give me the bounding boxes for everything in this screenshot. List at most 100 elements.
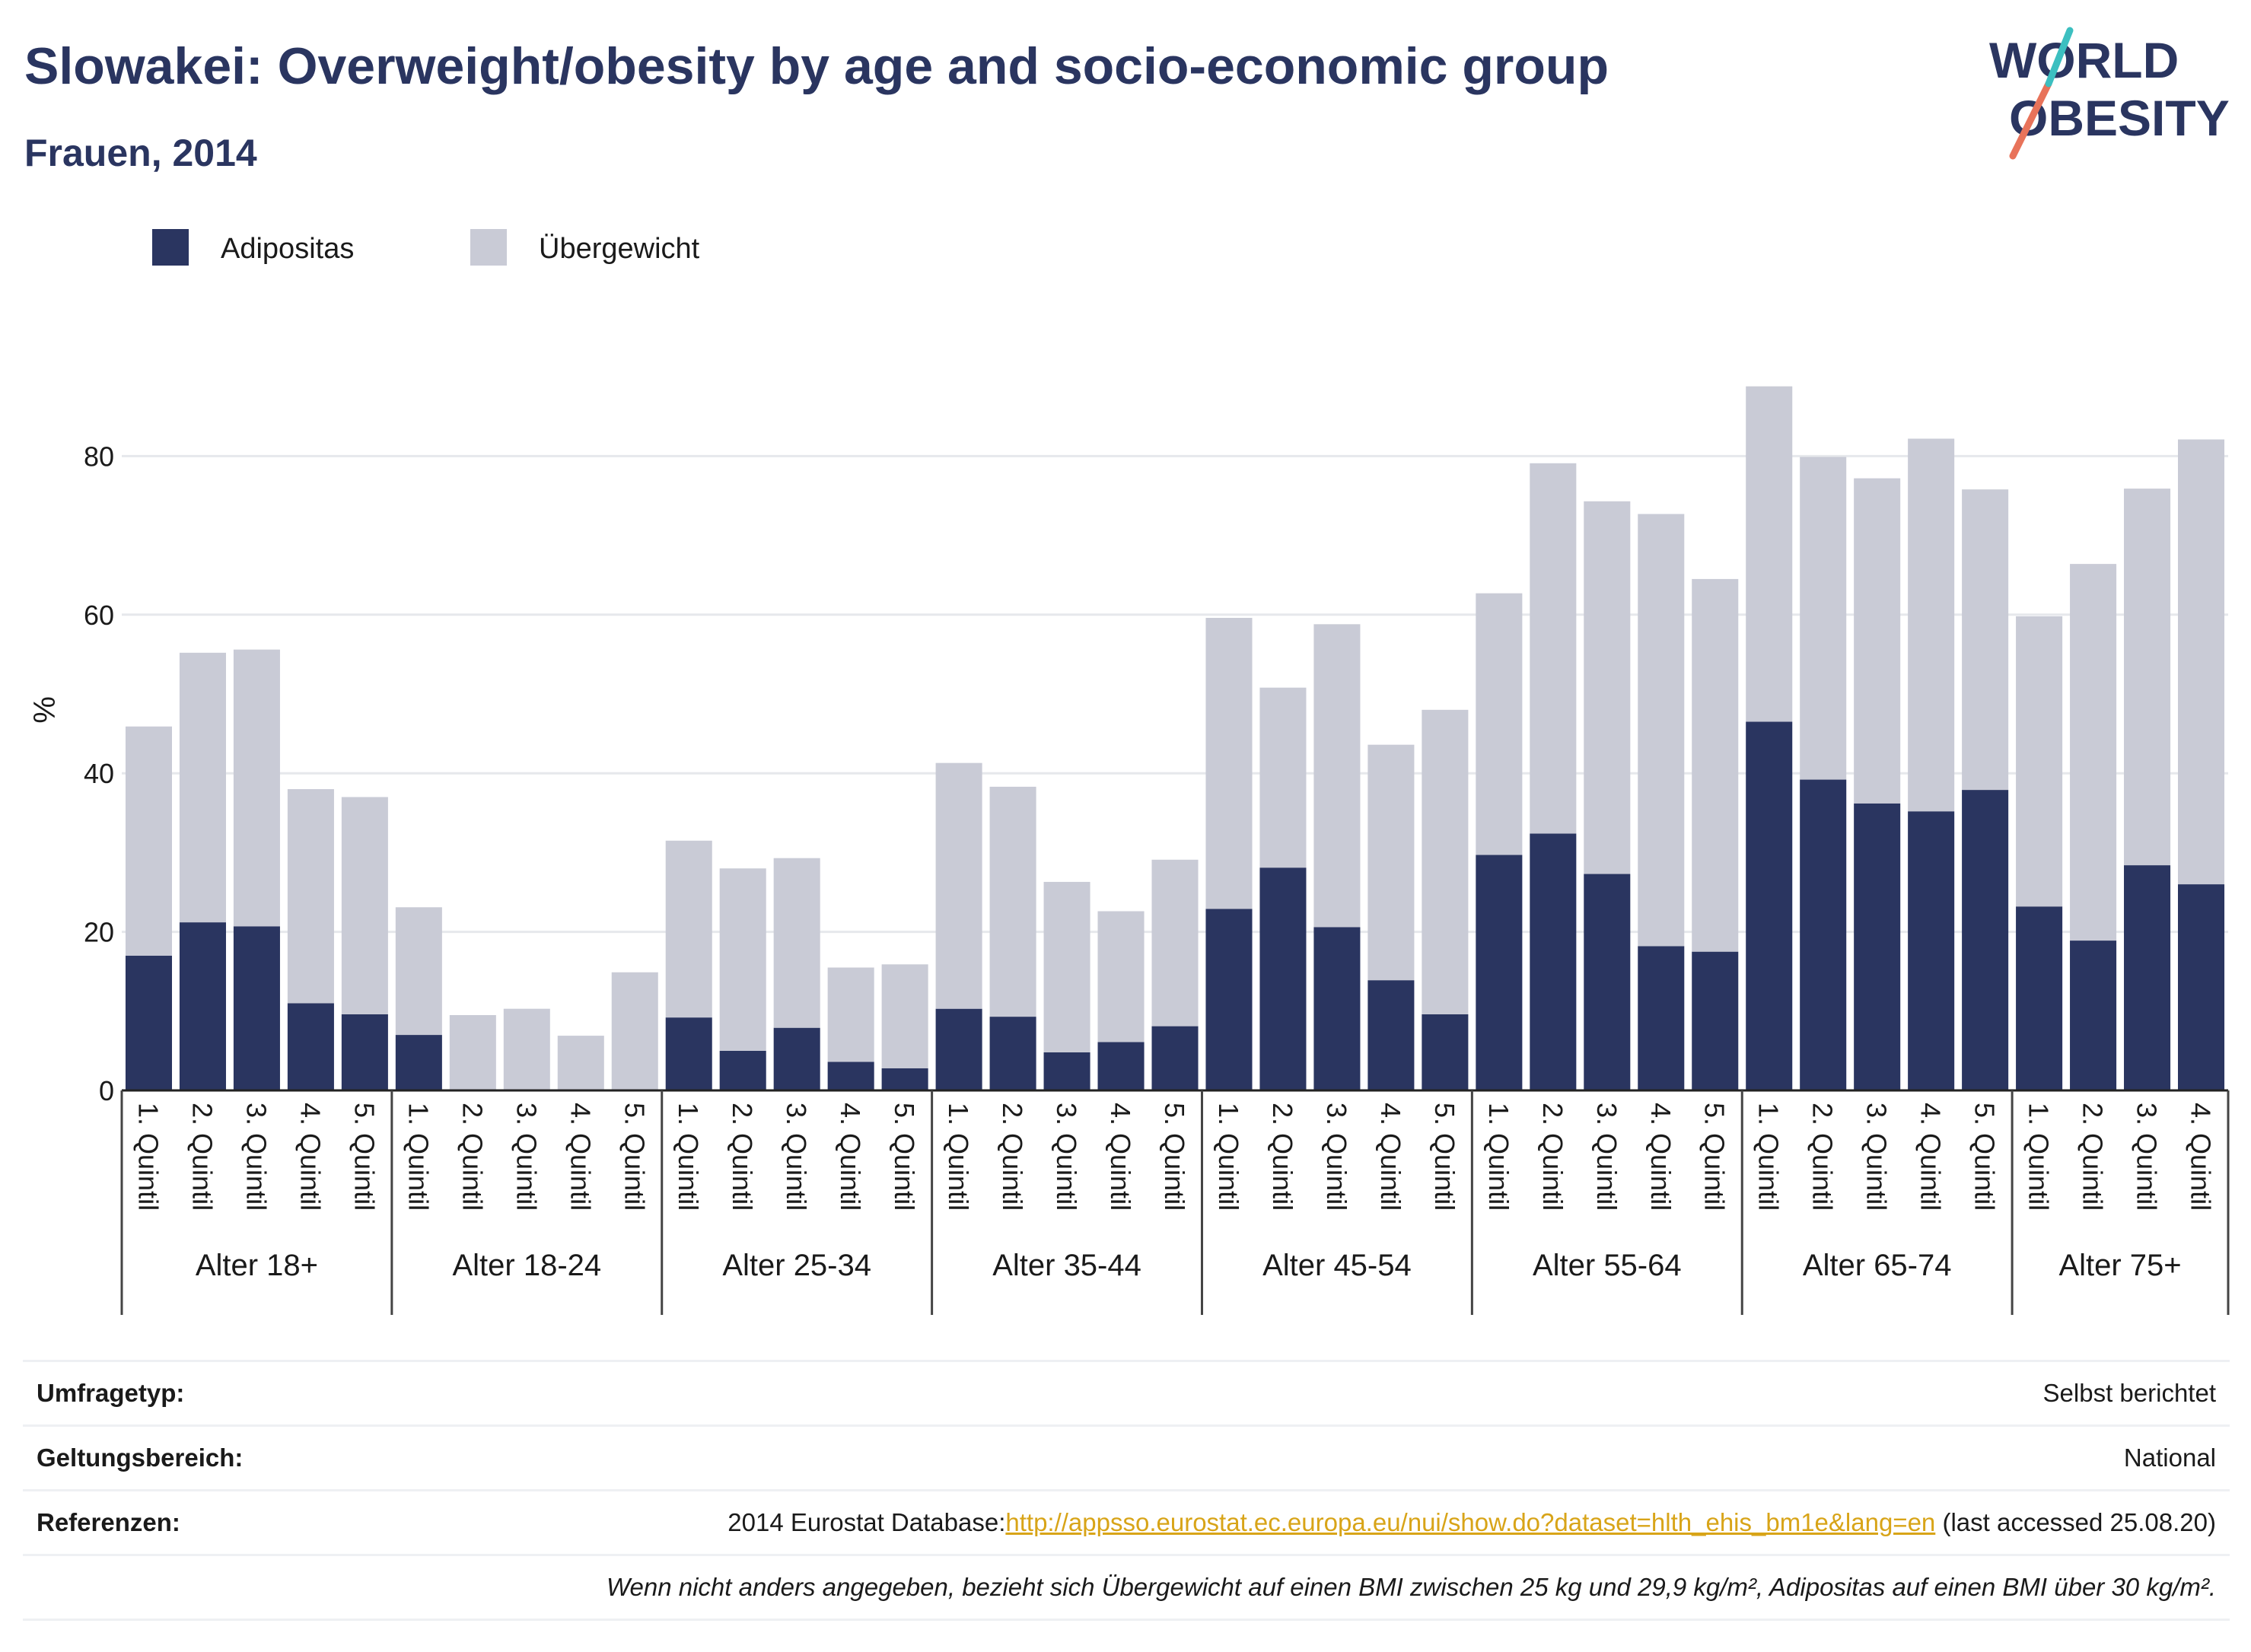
y-axis: 0 20 40 60 80% xyxy=(28,441,114,1106)
info-row-scope: Geltungsbereich: National xyxy=(23,1424,2230,1489)
reference-link[interactable]: http://appsso.eurostat.ec.europa.eu/nui/… xyxy=(1005,1508,1936,1536)
bar-uebergewicht xyxy=(881,964,928,1068)
bar-uebergewicht xyxy=(1584,501,1631,874)
bar-adipositas xyxy=(1205,909,1253,1090)
bar-uebergewicht xyxy=(2124,489,2171,866)
legend-swatch-1 xyxy=(152,229,189,266)
x-tick-label: 5. Quintil xyxy=(1699,1103,1730,1211)
bar-uebergewicht xyxy=(989,786,1036,1017)
bar-adipositas xyxy=(827,1062,874,1090)
bar-adipositas xyxy=(773,1027,820,1090)
x-tick-label: 2. Quintil xyxy=(2077,1103,2109,1211)
bar-adipositas xyxy=(125,955,173,1090)
x-tick-label: 1. Quintil xyxy=(1213,1103,1244,1211)
x-tick-label: 2. Quintil xyxy=(727,1103,758,1211)
reference-prefix: 2014 Eurostat Database: xyxy=(728,1508,1006,1536)
chart-subtitle: Frauen, 2014 xyxy=(24,132,257,174)
bar-uebergewicht xyxy=(1259,687,1307,868)
bar-adipositas xyxy=(1367,980,1415,1090)
group-label: Alter 18-24 xyxy=(452,1249,601,1282)
x-tick-label: 5. Quintil xyxy=(1969,1103,2001,1211)
bar-uebergewicht xyxy=(1962,489,2009,791)
info-row-references: Referenzen: 2014 Eurostat Database:http:… xyxy=(23,1489,2230,1554)
x-axis: 1. Quintil 2. Quintil 3. Quintil 4. Quintil… xyxy=(120,1089,2230,1315)
bar-uebergewicht xyxy=(1422,709,1469,1014)
group-label: Alter 65-74 xyxy=(1803,1249,1952,1282)
bar-uebergewicht xyxy=(1638,514,1685,947)
x-tick-label: 3. Quintil xyxy=(1051,1103,1082,1211)
bar-adipositas xyxy=(1800,779,1847,1090)
x-tick-label: 1. Quintil xyxy=(673,1103,704,1211)
bar-adipositas xyxy=(1422,1014,1469,1090)
reference-suffix: (last accessed 25.08.20) xyxy=(1935,1508,2216,1536)
x-tick-label: 1. Quintil xyxy=(2023,1103,2055,1211)
group-label: Alter 18+ xyxy=(196,1249,318,1282)
x-tick-label: 5. Quintil xyxy=(1429,1103,1460,1211)
x-tick-label: 2. Quintil xyxy=(1537,1103,1568,1211)
info-row-note: Wenn nicht anders angegeben, bezieht sic… xyxy=(23,1554,2230,1621)
bar-uebergewicht xyxy=(341,797,388,1014)
x-tick-label: 1. Quintil xyxy=(403,1103,434,1211)
world-obesity-logo: WORLD OBESITY xyxy=(1989,27,2230,160)
bar-adipositas xyxy=(1962,790,2009,1090)
legend: Adipositas Übergewicht xyxy=(152,229,700,266)
bar-uebergewicht xyxy=(1367,744,1415,981)
bar-uebergewicht xyxy=(773,858,820,1028)
references-value: 2014 Eurostat Database:http://appsso.eur… xyxy=(728,1508,2216,1537)
x-tick-label: 4. Quintil xyxy=(1105,1103,1136,1211)
logo-slash-teal xyxy=(2045,27,2074,88)
x-tick-label: 2. Quintil xyxy=(457,1103,488,1211)
bar-adipositas xyxy=(1854,803,1901,1090)
bar-adipositas xyxy=(1692,951,1739,1090)
x-tick-label: 5. Quintil xyxy=(349,1103,380,1211)
bar-adipositas xyxy=(1043,1052,1090,1090)
bar-adipositas xyxy=(1151,1026,1199,1090)
bar-uebergewicht xyxy=(1746,386,1793,722)
bar-uebergewicht xyxy=(557,1036,604,1090)
bar-adipositas xyxy=(1638,946,1685,1090)
legend-label-2: Übergewicht xyxy=(539,233,700,265)
bar-adipositas xyxy=(395,1035,442,1090)
bar-uebergewicht xyxy=(665,840,712,1018)
bar-uebergewicht xyxy=(503,1008,550,1090)
bar-adipositas xyxy=(2177,884,2225,1090)
bar-uebergewicht xyxy=(1151,859,1199,1027)
bar-adipositas xyxy=(1584,874,1631,1090)
x-tick-label: 2. Quintil xyxy=(186,1103,218,1211)
survey-type-label: Umfragetyp: xyxy=(37,1379,185,1407)
bar-uebergewicht xyxy=(1908,438,1955,812)
y-tick-label: 40 xyxy=(84,758,114,789)
x-tick-label: 4. Quintil xyxy=(1915,1103,1947,1211)
bar-uebergewicht xyxy=(1205,617,1253,909)
y-tick-label: 0 xyxy=(99,1075,114,1106)
bar-uebergewicht xyxy=(1313,624,1361,928)
bar-uebergewicht xyxy=(1097,911,1145,1042)
bar-uebergewicht xyxy=(1043,881,1090,1052)
y-tick-label: 80 xyxy=(84,441,114,472)
bar-uebergewicht xyxy=(719,868,766,1051)
bar-adipositas xyxy=(1908,811,1955,1090)
x-tick-label: 3. Quintil xyxy=(1321,1103,1352,1211)
x-tick-label: 3. Quintil xyxy=(2132,1103,2163,1211)
group-label: Alter 75+ xyxy=(2058,1249,2181,1282)
bar-uebergewicht xyxy=(1800,457,1847,780)
x-tick-label: 2. Quintil xyxy=(1807,1103,1839,1211)
bar-uebergewicht xyxy=(233,649,280,927)
bar-adipositas xyxy=(719,1050,766,1090)
bar-adipositas xyxy=(1097,1042,1145,1090)
x-tick-label: 3. Quintil xyxy=(1861,1103,1893,1211)
chart-title: Slowakei: Overweight/obesity by age and … xyxy=(24,37,1609,95)
bar-adipositas xyxy=(665,1017,712,1090)
x-tick-label: 4. Quintil xyxy=(2186,1103,2217,1211)
bar-adipositas xyxy=(179,922,226,1090)
bar-adipositas xyxy=(1530,833,1577,1090)
x-tick-label: 4. Quintil xyxy=(295,1103,326,1211)
x-tick-label: 4. Quintil xyxy=(1645,1103,1676,1211)
x-tick-label: 1. Quintil xyxy=(943,1103,974,1211)
y-axis-label: % xyxy=(28,696,62,724)
bar-adipositas xyxy=(1259,867,1307,1090)
x-tick-label: 3. Quintil xyxy=(511,1103,542,1211)
info-table: Umfragetyp: Selbst berichtet Geltungsber… xyxy=(23,1360,2230,1621)
x-tick-label: 4. Quintil xyxy=(1375,1103,1406,1211)
y-tick-label: 20 xyxy=(84,917,114,948)
